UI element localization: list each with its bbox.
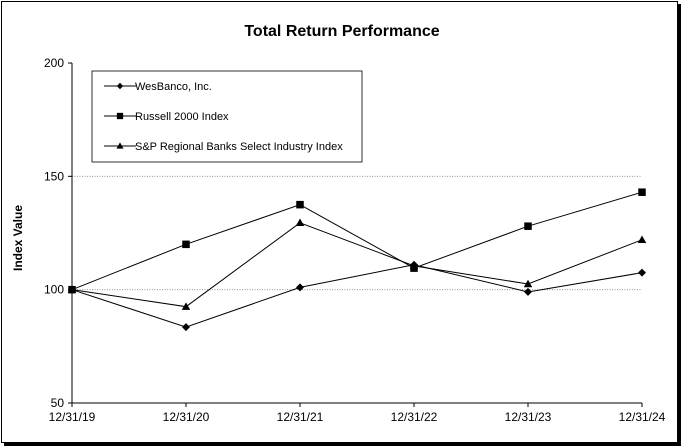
frame-shadow-bottom: [4, 443, 681, 446]
y-axis-label: Index Value: [11, 205, 25, 271]
series-s-p-regional-banks-select-industry-index: [67, 218, 647, 310]
legend-marker-diamond: [116, 82, 124, 90]
data-point-triangle: [295, 218, 305, 226]
grid-lines: [72, 175, 642, 291]
data-point-diamond: [182, 323, 190, 332]
x-tick-label: 12/31/22: [391, 410, 438, 424]
legend-box: [91, 70, 363, 163]
data-point-triangle: [67, 285, 77, 293]
series-line: [71, 264, 643, 328]
legend-item: S&P Regional Banks Select Industry Index: [104, 141, 343, 153]
legend-label: Russell 2000 Index: [135, 111, 229, 123]
frame-shadow-right: [678, 4, 681, 446]
legend-item: Russell 2000 Index: [104, 111, 229, 123]
data-point-triangle: [637, 235, 647, 243]
series-group: [67, 188, 647, 332]
legend-label: WesBanco, Inc.: [135, 81, 212, 93]
data-point-triangle: [181, 302, 191, 310]
data-point-diamond: [524, 287, 532, 296]
x-tick-label: 12/31/20: [163, 410, 210, 424]
data-point-square: [296, 200, 304, 209]
x-tick-label: 12/31/24: [619, 410, 666, 424]
legend: WesBanco, Inc. Russell 2000 Index S&P Regi…: [91, 70, 363, 163]
y-tick-label: 200: [44, 56, 64, 70]
y-tick-label: 50: [51, 396, 65, 410]
legend-marker-triangle: [116, 142, 124, 149]
data-point-diamond: [638, 268, 646, 277]
data-point-triangle: [523, 279, 533, 288]
data-point-square: [638, 188, 646, 196]
x-tick-label: 12/31/19: [49, 410, 96, 424]
x-tick-labels: 12/31/19 12/31/20 12/31/21 12/31/22 12/31/23…: [49, 410, 666, 424]
x-tick-label: 12/31/21: [277, 410, 324, 424]
chart-title: Total Return Performance: [244, 23, 439, 40]
x-tick-label: 12/31/23: [505, 410, 552, 424]
series-line: [71, 191, 643, 291]
series-line: [71, 222, 643, 308]
data-point-square: [524, 222, 532, 230]
y-tick-label: 150: [44, 169, 64, 183]
data-point-diamond: [296, 283, 304, 292]
data-point-triangle: [409, 261, 419, 270]
legend-marker-square: [116, 112, 124, 120]
legend-label: S&P Regional Banks Select Industry Index: [135, 141, 343, 153]
data-point-square: [182, 240, 190, 249]
y-tick-labels: 50 100 150 200: [44, 56, 64, 410]
legend-item: WesBanco, Inc.: [104, 81, 212, 93]
y-tick-label: 100: [44, 283, 64, 297]
